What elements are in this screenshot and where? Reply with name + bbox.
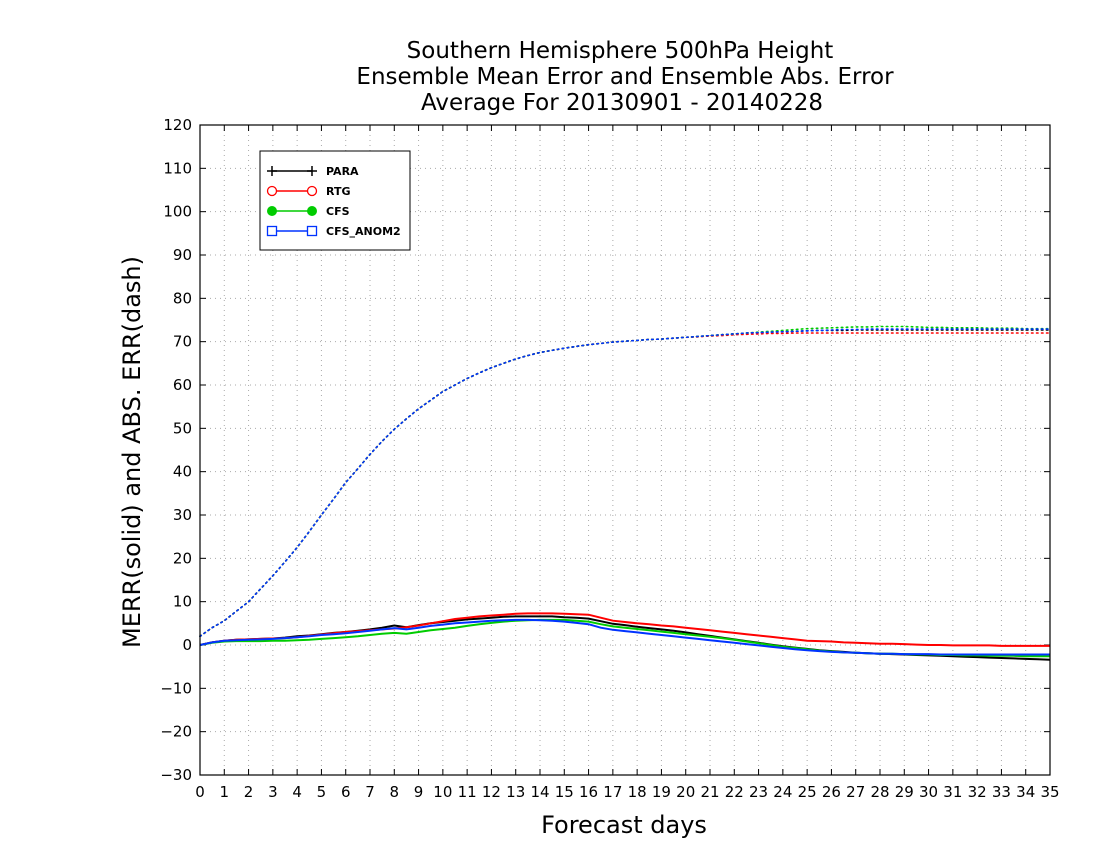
legend-marker-square [306,225,318,237]
x-tick-label: 21 [700,783,719,801]
x-tick-label: 31 [943,783,962,801]
x-tick-label: 20 [676,783,695,801]
x-tick-label: 17 [603,783,622,801]
x-tick-label: 14 [530,783,549,801]
y-tick-label: 50 [173,419,192,437]
y-tick-label: 40 [173,463,192,481]
x-tick-label: 24 [773,783,792,801]
x-tick-label: 5 [317,783,327,801]
series-line-abs-error [199,329,1051,638]
x-tick-label: 33 [992,783,1011,801]
x-tick-label: 22 [725,783,744,801]
series-line-abs-error [199,332,1051,638]
legend-marker-dot [267,206,277,216]
y-tick-label: 80 [173,289,192,307]
plot-frame [199,124,1051,776]
y-tick-label: 120 [163,116,192,134]
series-lines [199,325,1051,661]
x-tick-label: 18 [628,783,647,801]
chart-title-line-1: Southern Hemisphere 500hPa Height [407,38,834,64]
chart-title-line-2: Ensemble Mean Error and Ensemble Abs. Er… [356,64,894,90]
x-tick-label: 1 [220,783,230,801]
legend-label: CFS [326,205,350,218]
x-tick-label: 13 [506,783,525,801]
x-tick-label: 4 [292,783,302,801]
x-axis-ticks: 0 1 2 3 4 5 6 7 8 9 10 11 12 13 14 15 16 17 18 19 20 21 22 23 24… [195,125,1060,801]
x-tick-label: 26 [822,783,841,801]
y-axis-ticks: −30 −20 −10 0 10 20 30 40 50 60 70 80 90 100 110 120 [160,116,1050,784]
legend-box [259,150,411,251]
x-tick-label: 9 [414,783,424,801]
y-tick-label: −20 [160,723,192,741]
y-tick-label: 70 [173,333,192,351]
x-tick-label: 19 [652,783,671,801]
series-line-abs-error [199,325,1051,638]
y-tick-label: 20 [173,549,192,567]
y-tick-label: 10 [173,593,192,611]
y-tick-label: 90 [173,246,192,264]
legend-marker-square [266,225,278,237]
legend-marker-circle [306,185,318,197]
x-tick-label: 28 [870,783,889,801]
legend-label: CFS_ANOM2 [326,225,401,238]
x-tick-label: 23 [749,783,768,801]
x-tick-label: 2 [244,783,254,801]
y-tick-label: 110 [163,159,192,177]
x-tick-label: 6 [341,783,351,801]
y-tick-label: 30 [173,506,192,524]
x-tick-label: 12 [482,783,501,801]
x-tick-label: 8 [390,783,400,801]
legend-label: PARA [326,165,359,178]
series-line-mean-error [199,618,1050,656]
legend-label: RTG [326,185,351,198]
x-tick-label: 3 [268,783,278,801]
y-tick-label: 0 [182,636,192,654]
series-line-mean-error [199,612,1050,647]
legend: PARA RTG CFS CFS_ANOM2 [259,150,411,251]
x-axis-label: Forecast days [541,811,707,839]
y-tick-label: 100 [163,203,192,221]
x-tick-label: 11 [458,783,477,801]
x-tick-label: 15 [555,783,574,801]
x-tick-label: 16 [579,783,598,801]
x-tick-label: 10 [433,783,452,801]
chart-title-line-3: Average For 20130901 - 20140228 [421,90,823,116]
x-tick-label: 0 [195,783,205,801]
x-tick-label: 32 [968,783,987,801]
x-tick-label: 25 [798,783,817,801]
y-tick-label: 60 [173,376,192,394]
legend-marker-dot [307,206,317,216]
x-tick-label: 29 [895,783,914,801]
series-line-abs-error [199,328,1051,638]
y-tick-label: −10 [160,679,192,697]
x-tick-label: 35 [1040,783,1059,801]
legend-marker-circle [266,185,278,197]
x-tick-label: 30 [919,783,938,801]
x-tick-label: 34 [1016,783,1035,801]
y-tick-label: −30 [160,766,192,784]
x-tick-label: 27 [846,783,865,801]
grid [200,125,1050,775]
x-tick-label: 7 [365,783,375,801]
y-axis-label: MERR(solid) and ABS. ERR(dash) [118,256,146,648]
